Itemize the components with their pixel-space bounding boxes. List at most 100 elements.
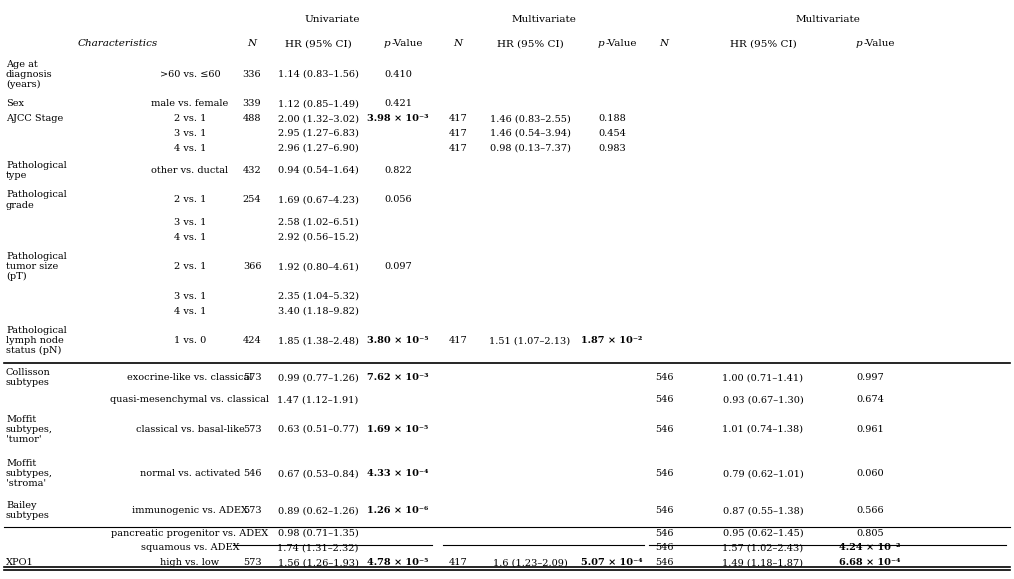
Text: 0.63 (0.51–0.77): 0.63 (0.51–0.77) <box>278 425 358 434</box>
Text: -Value: -Value <box>392 39 424 49</box>
Text: Moffit
subtypes,
'stroma': Moffit subtypes, 'stroma' <box>6 459 53 488</box>
Text: Univariate: Univariate <box>305 16 360 24</box>
Text: 0.060: 0.060 <box>856 470 884 478</box>
Text: exocrine-like vs. classical: exocrine-like vs. classical <box>128 373 252 382</box>
Text: 1.6 (1.23–2.09): 1.6 (1.23–2.09) <box>493 558 568 567</box>
Text: N: N <box>247 39 257 49</box>
Text: 417: 417 <box>448 336 467 345</box>
Text: 339: 339 <box>242 100 262 108</box>
Text: Characteristics: Characteristics <box>78 39 158 48</box>
Text: 0.79 (0.62–1.01): 0.79 (0.62–1.01) <box>723 470 803 478</box>
Text: AJCC Stage: AJCC Stage <box>6 114 63 123</box>
Text: 1.69 (0.67–4.23): 1.69 (0.67–4.23) <box>278 196 358 204</box>
Text: 2 vs. 1: 2 vs. 1 <box>173 196 206 204</box>
Text: 546: 546 <box>655 373 673 382</box>
Text: Sex: Sex <box>6 100 24 108</box>
Text: 0.421: 0.421 <box>384 100 412 108</box>
Text: 573: 573 <box>242 558 262 567</box>
Text: HR (95% CI): HR (95% CI) <box>730 39 796 49</box>
Text: 417: 417 <box>448 114 467 123</box>
Text: 0.961: 0.961 <box>856 425 884 434</box>
Text: 7.62 × 10⁻³: 7.62 × 10⁻³ <box>367 373 429 382</box>
Text: 0.822: 0.822 <box>384 166 412 175</box>
Text: 4 vs. 1: 4 vs. 1 <box>173 306 206 316</box>
Text: 546: 546 <box>242 470 262 478</box>
Text: high vs. low: high vs. low <box>160 558 220 567</box>
Text: N: N <box>659 39 668 49</box>
Text: 0.87 (0.55–1.38): 0.87 (0.55–1.38) <box>723 506 803 515</box>
Text: Moffit
subtypes,
'tumor': Moffit subtypes, 'tumor' <box>6 415 53 444</box>
Text: 546: 546 <box>655 425 673 434</box>
Text: -Value: -Value <box>864 39 895 49</box>
Text: 2 vs. 1: 2 vs. 1 <box>173 262 206 271</box>
Text: p: p <box>383 39 390 49</box>
Text: 424: 424 <box>242 336 262 345</box>
Text: Collisson
subtypes: Collisson subtypes <box>6 368 51 387</box>
Text: 4 vs. 1: 4 vs. 1 <box>173 144 206 153</box>
Text: 0.98 (0.71–1.35): 0.98 (0.71–1.35) <box>278 529 358 537</box>
Text: 1.26 × 10⁻⁶: 1.26 × 10⁻⁶ <box>367 506 429 515</box>
Text: 0.67 (0.53–0.84): 0.67 (0.53–0.84) <box>278 470 358 478</box>
Text: Pathological
lymph node
status (pN): Pathological lymph node status (pN) <box>6 326 67 356</box>
Text: 3 vs. 1: 3 vs. 1 <box>173 292 206 301</box>
Text: 3.40 (1.18–9.82): 3.40 (1.18–9.82) <box>278 306 358 316</box>
Text: 336: 336 <box>242 69 262 79</box>
Text: 0.410: 0.410 <box>384 69 412 79</box>
Text: 0.94 (0.54–1.64): 0.94 (0.54–1.64) <box>278 166 358 175</box>
Text: 1.74 (1.31–2.32): 1.74 (1.31–2.32) <box>277 543 359 552</box>
Text: 0.805: 0.805 <box>856 529 884 537</box>
Text: 1.14 (0.83–1.56): 1.14 (0.83–1.56) <box>278 69 358 79</box>
Text: p: p <box>856 39 862 49</box>
Text: 417: 417 <box>448 129 467 138</box>
Text: 432: 432 <box>242 166 262 175</box>
Text: 573: 573 <box>242 506 262 515</box>
Text: 1 vs. 0: 1 vs. 0 <box>173 336 206 345</box>
Text: 0.93 (0.67–1.30): 0.93 (0.67–1.30) <box>723 395 803 404</box>
Text: quasi-mesenchymal vs. classical: quasi-mesenchymal vs. classical <box>111 395 270 404</box>
Text: male vs. female: male vs. female <box>151 100 228 108</box>
Text: 573: 573 <box>242 373 262 382</box>
Text: Multivariate: Multivariate <box>795 16 860 24</box>
Text: 0.997: 0.997 <box>856 373 884 382</box>
Text: 2.96 (1.27–6.90): 2.96 (1.27–6.90) <box>278 144 358 153</box>
Text: Age at
diagnosis
(years): Age at diagnosis (years) <box>6 60 53 89</box>
Text: 1.12 (0.85–1.49): 1.12 (0.85–1.49) <box>278 100 358 108</box>
Text: Pathological
type: Pathological type <box>6 161 67 180</box>
Text: 573: 573 <box>242 425 262 434</box>
Text: 1.49 (1.18–1.87): 1.49 (1.18–1.87) <box>723 558 803 567</box>
Text: 1.92 (0.80–4.61): 1.92 (0.80–4.61) <box>278 262 358 271</box>
Text: XPO1: XPO1 <box>6 558 33 567</box>
Text: 2.35 (1.04–5.32): 2.35 (1.04–5.32) <box>278 292 359 301</box>
Text: 0.674: 0.674 <box>856 395 884 404</box>
Text: 0.188: 0.188 <box>598 114 626 123</box>
Text: N: N <box>453 39 462 49</box>
Text: 5.07 × 10⁻⁴: 5.07 × 10⁻⁴ <box>581 558 643 567</box>
Text: 4.33 × 10⁻⁴: 4.33 × 10⁻⁴ <box>367 470 429 478</box>
Text: 1.69 × 10⁻⁵: 1.69 × 10⁻⁵ <box>367 425 429 434</box>
Text: 3 vs. 1: 3 vs. 1 <box>173 129 206 138</box>
Text: -Value: -Value <box>606 39 638 49</box>
Text: 0.99 (0.77–1.26): 0.99 (0.77–1.26) <box>278 373 358 382</box>
Text: HR (95% CI): HR (95% CI) <box>497 39 564 49</box>
Text: 366: 366 <box>242 262 262 271</box>
Text: 3 vs. 1: 3 vs. 1 <box>173 218 206 227</box>
Text: normal vs. activated: normal vs. activated <box>140 470 240 478</box>
Text: 1.46 (0.83–2.55): 1.46 (0.83–2.55) <box>490 114 570 123</box>
Text: 0.95 (0.62–1.45): 0.95 (0.62–1.45) <box>723 529 803 537</box>
Text: Pathological
grade: Pathological grade <box>6 190 67 210</box>
Text: pancreatic progenitor vs. ADEX: pancreatic progenitor vs. ADEX <box>112 529 269 537</box>
Text: 546: 546 <box>655 529 673 537</box>
Text: 546: 546 <box>655 558 673 567</box>
Text: 546: 546 <box>655 470 673 478</box>
Text: Bailey
subtypes: Bailey subtypes <box>6 501 50 521</box>
Text: 1.47 (1.12–1.91): 1.47 (1.12–1.91) <box>278 395 359 404</box>
Text: 0.98 (0.13–7.37): 0.98 (0.13–7.37) <box>490 144 571 153</box>
Text: squamous vs. ADEX: squamous vs. ADEX <box>141 543 239 552</box>
Text: 2.95 (1.27–6.83): 2.95 (1.27–6.83) <box>278 129 358 138</box>
Text: 3.98 × 10⁻³: 3.98 × 10⁻³ <box>367 114 429 123</box>
Text: 1.00 (0.71–1.41): 1.00 (0.71–1.41) <box>723 373 803 382</box>
Text: 1.01 (0.74–1.38): 1.01 (0.74–1.38) <box>723 425 803 434</box>
Text: Pathological
tumor size
(pT): Pathological tumor size (pT) <box>6 252 67 281</box>
Text: 546: 546 <box>655 506 673 515</box>
Text: 0.89 (0.62–1.26): 0.89 (0.62–1.26) <box>278 506 358 515</box>
